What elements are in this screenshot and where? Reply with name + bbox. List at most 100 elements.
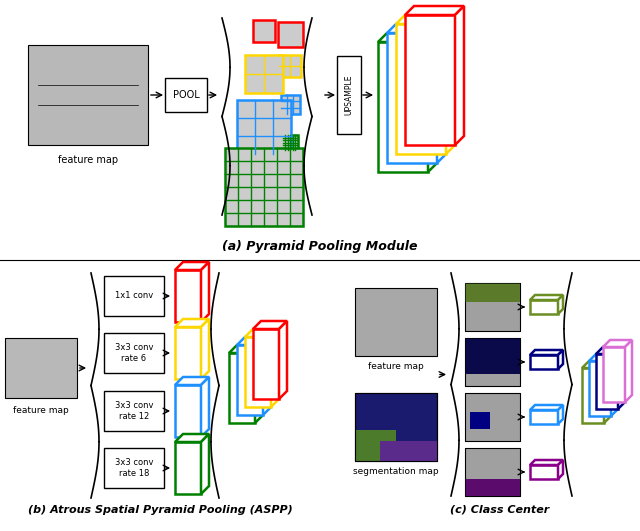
Polygon shape	[465, 448, 520, 496]
Text: (c) Class Center: (c) Class Center	[451, 505, 550, 515]
Polygon shape	[175, 262, 209, 270]
Polygon shape	[201, 377, 209, 437]
Polygon shape	[355, 431, 396, 461]
Polygon shape	[611, 354, 618, 416]
Polygon shape	[618, 347, 625, 409]
Polygon shape	[237, 100, 291, 154]
Polygon shape	[530, 465, 558, 479]
Text: 3x3 conv
rate 12: 3x3 conv rate 12	[115, 401, 153, 421]
Polygon shape	[263, 337, 271, 415]
FancyBboxPatch shape	[104, 391, 164, 431]
Polygon shape	[530, 300, 558, 314]
Polygon shape	[558, 350, 563, 369]
Polygon shape	[175, 434, 209, 442]
Polygon shape	[5, 338, 77, 398]
Polygon shape	[245, 55, 283, 93]
Polygon shape	[530, 355, 558, 369]
Polygon shape	[355, 288, 437, 356]
Polygon shape	[405, 15, 455, 145]
Polygon shape	[378, 42, 428, 172]
Text: 3x3 conv
rate 18: 3x3 conv rate 18	[115, 458, 153, 478]
Polygon shape	[175, 270, 201, 322]
Polygon shape	[465, 338, 520, 386]
FancyBboxPatch shape	[104, 448, 164, 488]
FancyBboxPatch shape	[104, 276, 164, 316]
Polygon shape	[582, 368, 604, 423]
Polygon shape	[596, 354, 618, 409]
Polygon shape	[437, 24, 446, 163]
Polygon shape	[280, 95, 300, 114]
Polygon shape	[253, 329, 279, 399]
Text: 1x1 conv: 1x1 conv	[115, 292, 153, 301]
Polygon shape	[387, 33, 437, 163]
Polygon shape	[558, 460, 563, 479]
Polygon shape	[229, 353, 255, 423]
Polygon shape	[201, 434, 209, 494]
Text: POOL: POOL	[173, 90, 200, 100]
Polygon shape	[175, 385, 201, 437]
Text: feature map: feature map	[368, 362, 424, 371]
Polygon shape	[175, 319, 209, 327]
Polygon shape	[589, 354, 618, 361]
Polygon shape	[530, 350, 563, 355]
Polygon shape	[245, 329, 279, 337]
Polygon shape	[465, 479, 520, 496]
Polygon shape	[28, 45, 148, 145]
Polygon shape	[175, 377, 209, 385]
Polygon shape	[396, 15, 455, 24]
Polygon shape	[278, 22, 303, 47]
Polygon shape	[603, 340, 632, 347]
Polygon shape	[470, 412, 490, 429]
Polygon shape	[530, 295, 563, 300]
Polygon shape	[378, 33, 437, 42]
FancyBboxPatch shape	[104, 333, 164, 373]
Polygon shape	[596, 347, 625, 354]
Text: 3x3 conv
rate 6: 3x3 conv rate 6	[115, 344, 153, 363]
Text: segmentation map: segmentation map	[353, 467, 439, 476]
Polygon shape	[255, 345, 263, 423]
Polygon shape	[465, 283, 520, 302]
Polygon shape	[237, 337, 271, 345]
Polygon shape	[530, 405, 563, 410]
Polygon shape	[253, 20, 275, 42]
Polygon shape	[201, 319, 209, 379]
Polygon shape	[380, 441, 437, 461]
Polygon shape	[604, 361, 611, 423]
FancyBboxPatch shape	[165, 78, 207, 112]
Text: (b) Atrous Spatial Pyramid Pooling (ASPP): (b) Atrous Spatial Pyramid Pooling (ASPP…	[28, 505, 292, 515]
Polygon shape	[282, 135, 298, 150]
Polygon shape	[225, 148, 303, 226]
Polygon shape	[175, 442, 201, 494]
Polygon shape	[603, 347, 625, 402]
Polygon shape	[465, 338, 520, 374]
Polygon shape	[175, 327, 201, 379]
Text: feature map: feature map	[58, 155, 118, 165]
Polygon shape	[253, 321, 287, 329]
Polygon shape	[245, 337, 271, 407]
Polygon shape	[446, 15, 455, 154]
Polygon shape	[530, 460, 563, 465]
Polygon shape	[279, 55, 301, 77]
Text: feature map: feature map	[13, 406, 69, 415]
Polygon shape	[558, 295, 563, 314]
Polygon shape	[558, 405, 563, 424]
Polygon shape	[582, 361, 611, 368]
Polygon shape	[279, 321, 287, 399]
Polygon shape	[428, 33, 437, 172]
Polygon shape	[201, 262, 209, 322]
Polygon shape	[625, 340, 632, 402]
Polygon shape	[271, 329, 279, 407]
Polygon shape	[455, 6, 464, 145]
Polygon shape	[405, 6, 464, 15]
Text: UPSAMPLE: UPSAMPLE	[344, 75, 353, 115]
Polygon shape	[589, 361, 611, 416]
Polygon shape	[237, 345, 263, 415]
FancyBboxPatch shape	[337, 56, 361, 134]
Polygon shape	[530, 410, 558, 424]
Polygon shape	[465, 393, 520, 441]
Polygon shape	[387, 24, 446, 33]
Polygon shape	[355, 393, 437, 461]
Polygon shape	[396, 24, 446, 154]
Polygon shape	[465, 283, 520, 331]
Text: (a) Pyramid Pooling Module: (a) Pyramid Pooling Module	[222, 240, 418, 253]
